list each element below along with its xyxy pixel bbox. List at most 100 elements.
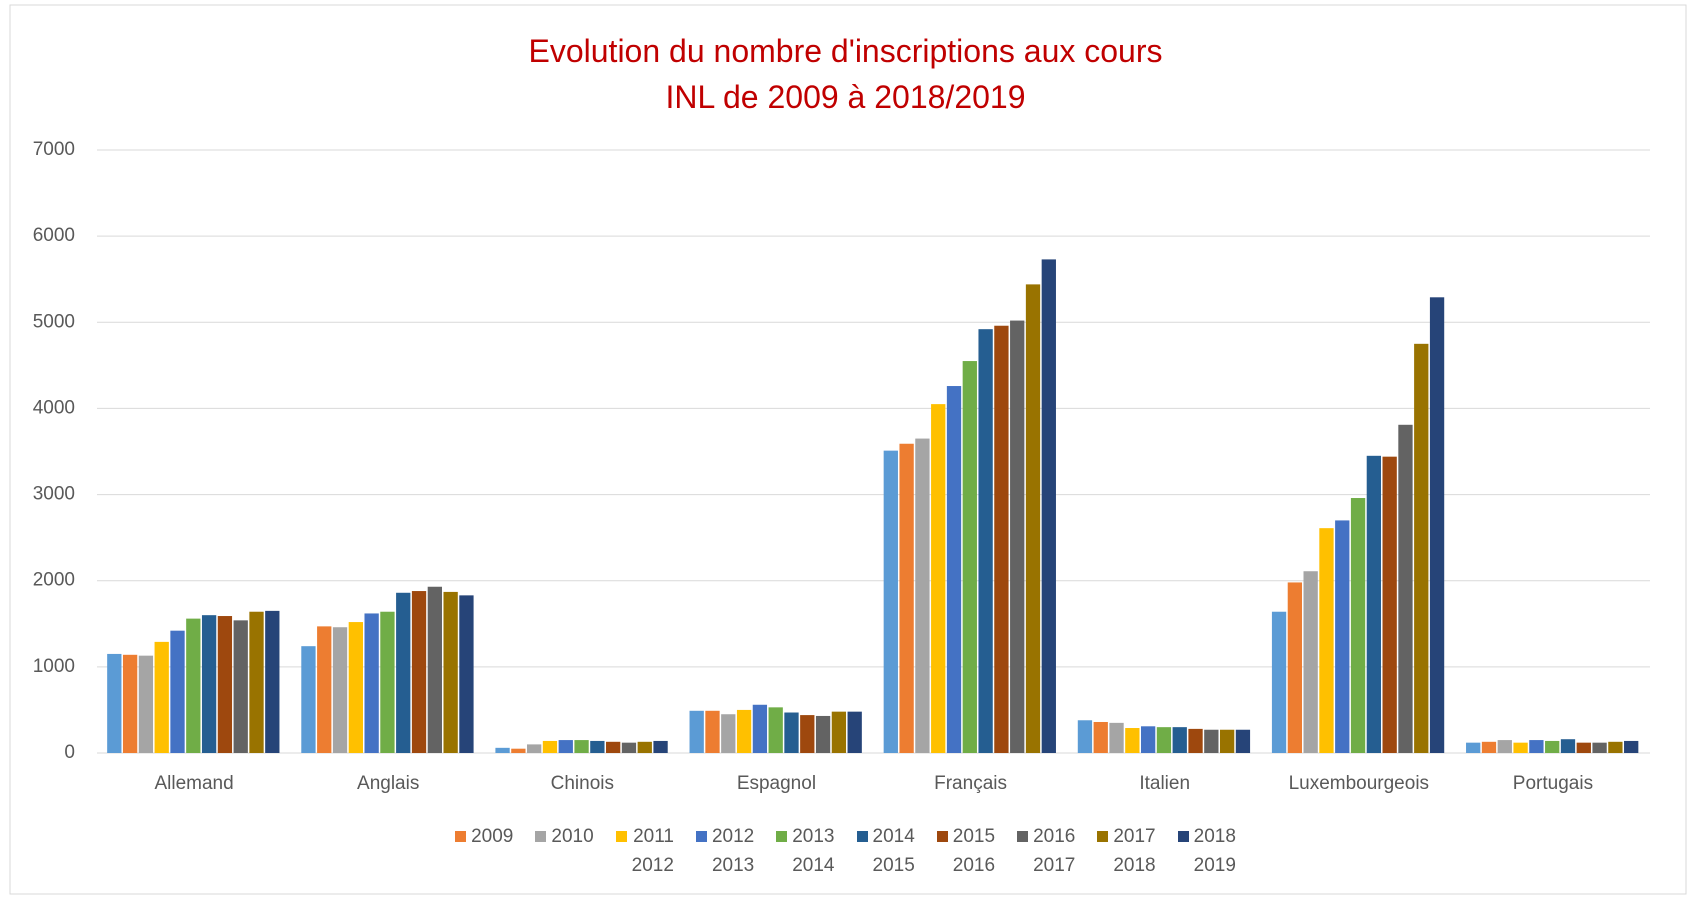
legend-swatch (776, 831, 788, 842)
x-tick-label: Français (934, 773, 1007, 794)
bar (1560, 739, 1576, 753)
bar (831, 711, 847, 753)
legend-item: 2014 2015 (856, 822, 915, 880)
bar (721, 714, 736, 753)
bar (1466, 742, 1481, 753)
bar (317, 626, 332, 753)
bar (1429, 297, 1445, 753)
bar (495, 747, 510, 753)
bar (736, 709, 752, 753)
bar (1335, 520, 1350, 753)
bar (1545, 740, 1560, 753)
bar (1109, 722, 1124, 753)
legend-label: 2016 2017 (1033, 826, 1076, 876)
bar (1350, 498, 1366, 753)
bar (265, 610, 280, 753)
y-tick-label: 0 (64, 742, 75, 763)
y-tick-label: 1000 (33, 656, 75, 677)
legend-swatch (936, 831, 948, 842)
bar (380, 611, 395, 753)
bar (364, 613, 379, 753)
bar (1204, 729, 1219, 753)
bar (915, 438, 930, 753)
legend-label: 2011 2012 (631, 826, 674, 876)
bar (883, 450, 898, 753)
x-tick-label: Allemand (154, 773, 233, 794)
bar (201, 615, 217, 753)
bar (558, 740, 573, 753)
bar (459, 595, 474, 753)
x-tick-label: Anglais (357, 773, 419, 794)
bar (637, 741, 652, 753)
bar (1513, 742, 1528, 753)
bar (542, 740, 558, 753)
bar (443, 591, 458, 753)
legend-label: 2013 2014 (792, 826, 835, 876)
bar (1125, 728, 1140, 753)
legend-swatch (455, 831, 467, 842)
bar (705, 710, 720, 753)
bar (1025, 284, 1041, 753)
legend-item: 2011 2012 (615, 822, 674, 880)
bar (574, 740, 589, 753)
x-tick-label: Portugais (1513, 773, 1593, 794)
x-tick-label: Italien (1139, 773, 1190, 794)
bar (1271, 611, 1287, 753)
bar (847, 711, 862, 753)
bar (249, 611, 264, 753)
bar (138, 655, 154, 753)
legend-label: 2014 2015 (872, 826, 915, 876)
bar (1172, 727, 1187, 753)
bar (301, 646, 316, 753)
x-tick-label: Espagnol (737, 773, 816, 794)
bar (899, 443, 914, 753)
bar (1624, 740, 1639, 753)
bar (1041, 259, 1056, 753)
bar (1529, 740, 1544, 753)
bar (1235, 729, 1251, 753)
bar (1481, 741, 1497, 753)
chart-border (9, 4, 1687, 895)
bar (1010, 320, 1025, 753)
bar (752, 704, 768, 753)
bar (122, 654, 138, 753)
legend-label: 2010 (551, 826, 594, 847)
bar (689, 710, 704, 753)
legend-label: 2009 (471, 826, 514, 847)
bar (332, 627, 348, 753)
bar (1382, 456, 1397, 753)
bar (411, 591, 427, 753)
y-tick-label: 2000 (33, 570, 75, 591)
bar (1303, 571, 1318, 753)
bar (946, 386, 962, 753)
bar (186, 618, 201, 753)
legend-item: 2016 2017 (1017, 822, 1075, 880)
bar (1592, 742, 1607, 753)
bar (1576, 742, 1591, 753)
legend-label: 2012 2013 (711, 826, 755, 876)
bar (1156, 727, 1172, 753)
bar (427, 586, 442, 753)
y-tick-label: 4000 (33, 397, 75, 418)
legend-swatch (615, 831, 627, 842)
bar (107, 653, 122, 753)
bar (1140, 726, 1156, 753)
bar (590, 740, 605, 753)
bar (1319, 528, 1334, 753)
bar (1188, 728, 1203, 753)
legend-swatch (535, 831, 547, 842)
bar (1414, 343, 1429, 753)
bar (348, 622, 363, 753)
legend-item: 2018 2019 (1177, 822, 1236, 880)
bar (994, 325, 1009, 753)
bar (653, 740, 668, 753)
bar (527, 744, 542, 753)
legend-item: 2010 (535, 822, 594, 880)
bar (606, 741, 621, 753)
bar (396, 592, 411, 753)
legend: 2009 2010 2011 2012 2012 2013 2013 2014 2014 … (0, 822, 1691, 880)
legend-item: 2013 2014 (776, 822, 835, 880)
bar (784, 712, 799, 753)
y-tick-label: 7000 (33, 139, 75, 160)
